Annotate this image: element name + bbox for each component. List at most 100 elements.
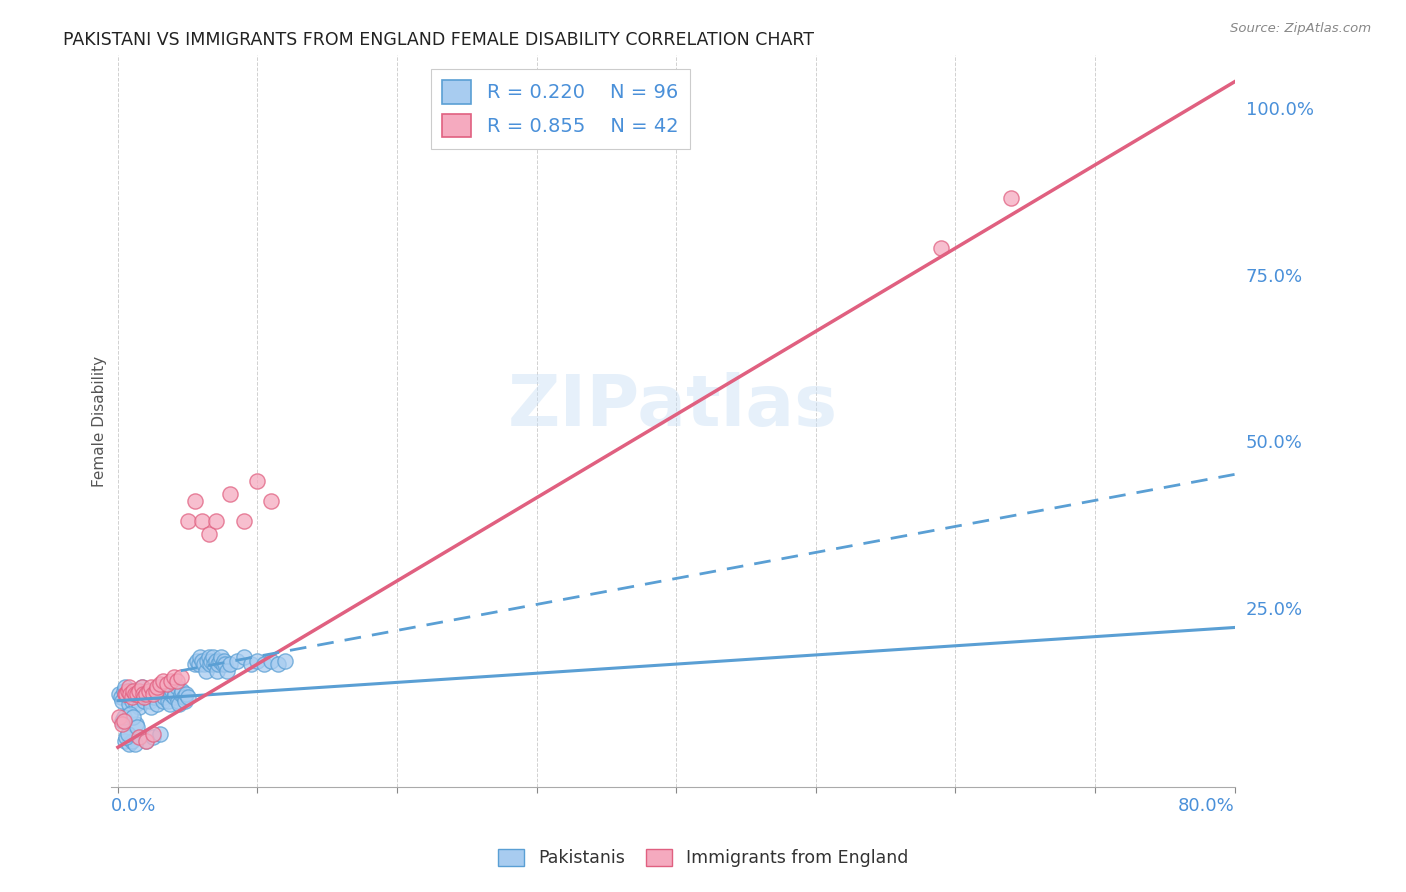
Point xyxy=(155,683,177,698)
Point xyxy=(141,681,163,695)
Point xyxy=(194,664,217,678)
Point xyxy=(198,657,221,671)
Point xyxy=(114,733,136,747)
Point xyxy=(208,654,231,668)
Text: PAKISTANI VS IMMIGRANTS FROM ENGLAND FEMALE DISABILITY CORRELATION CHART: PAKISTANI VS IMMIGRANTS FROM ENGLAND FEM… xyxy=(63,31,814,49)
Point xyxy=(117,690,139,705)
Point xyxy=(209,650,232,665)
Point xyxy=(218,657,240,671)
Point xyxy=(169,697,191,711)
Point xyxy=(232,650,254,665)
Point xyxy=(114,687,136,701)
Point xyxy=(232,514,254,528)
Point xyxy=(187,657,209,671)
Point xyxy=(146,681,169,695)
Point xyxy=(128,700,150,714)
Legend: R = 0.220    N = 96, R = 0.855    N = 42: R = 0.220 N = 96, R = 0.855 N = 42 xyxy=(430,69,690,149)
Point xyxy=(239,657,262,671)
Point xyxy=(215,664,238,678)
Point xyxy=(110,690,132,705)
Point xyxy=(170,687,193,701)
Point xyxy=(152,694,174,708)
Point xyxy=(128,731,150,745)
Point xyxy=(190,514,212,528)
Point xyxy=(204,514,226,528)
Point xyxy=(163,670,186,684)
Point xyxy=(108,687,131,701)
Point xyxy=(135,687,157,701)
Point xyxy=(212,654,235,668)
Legend: Pakistanis, Immigrants from England: Pakistanis, Immigrants from England xyxy=(491,842,915,874)
Point xyxy=(134,694,156,708)
Point xyxy=(260,494,283,508)
Point xyxy=(931,241,953,255)
Point xyxy=(115,687,138,701)
Point xyxy=(145,683,167,698)
Point xyxy=(201,650,224,665)
Point xyxy=(195,654,218,668)
Point xyxy=(166,673,188,688)
Point xyxy=(186,654,208,668)
Point xyxy=(128,683,150,698)
Point xyxy=(156,687,179,701)
Point xyxy=(115,731,138,745)
Point xyxy=(120,687,142,701)
Point xyxy=(125,717,148,731)
Point xyxy=(204,654,226,668)
Point xyxy=(142,731,165,745)
Point xyxy=(142,727,165,741)
Point xyxy=(274,654,297,668)
Point xyxy=(246,474,269,488)
Point xyxy=(145,687,167,701)
Point xyxy=(162,683,184,698)
Point xyxy=(117,727,139,741)
Point xyxy=(225,654,247,668)
Point xyxy=(129,690,152,705)
Y-axis label: Female Disability: Female Disability xyxy=(93,356,107,487)
Point xyxy=(200,654,222,668)
Point xyxy=(121,694,143,708)
Text: ZIPatlas: ZIPatlas xyxy=(508,372,838,441)
Point xyxy=(111,694,134,708)
Point xyxy=(121,690,143,705)
Point xyxy=(141,700,163,714)
Point xyxy=(174,694,197,708)
Point xyxy=(122,710,145,724)
Point xyxy=(135,733,157,747)
Point xyxy=(1000,191,1022,205)
Point xyxy=(135,683,157,698)
Point xyxy=(132,687,155,701)
Point xyxy=(159,697,181,711)
Point xyxy=(138,683,160,698)
Point xyxy=(121,733,143,747)
Point xyxy=(253,657,276,671)
Point xyxy=(176,687,198,701)
Point xyxy=(205,664,228,678)
Point xyxy=(134,690,156,705)
Point xyxy=(190,654,212,668)
Point xyxy=(157,694,180,708)
Point xyxy=(166,681,188,695)
Point xyxy=(117,683,139,698)
Point xyxy=(183,494,205,508)
Point xyxy=(124,683,146,698)
Point xyxy=(112,710,135,724)
Point xyxy=(211,657,233,671)
Point xyxy=(132,687,155,701)
Point xyxy=(142,683,165,698)
Point xyxy=(118,681,141,695)
Point xyxy=(188,650,211,665)
Text: 0.0%: 0.0% xyxy=(111,797,156,815)
Point xyxy=(150,681,173,695)
Point xyxy=(112,714,135,728)
Point xyxy=(152,673,174,688)
Point xyxy=(118,697,141,711)
Point xyxy=(131,681,153,695)
Point xyxy=(153,690,176,705)
Point xyxy=(177,690,200,705)
Point xyxy=(170,670,193,684)
Point xyxy=(125,697,148,711)
Point xyxy=(167,694,190,708)
Point xyxy=(142,687,165,701)
Point xyxy=(118,737,141,751)
